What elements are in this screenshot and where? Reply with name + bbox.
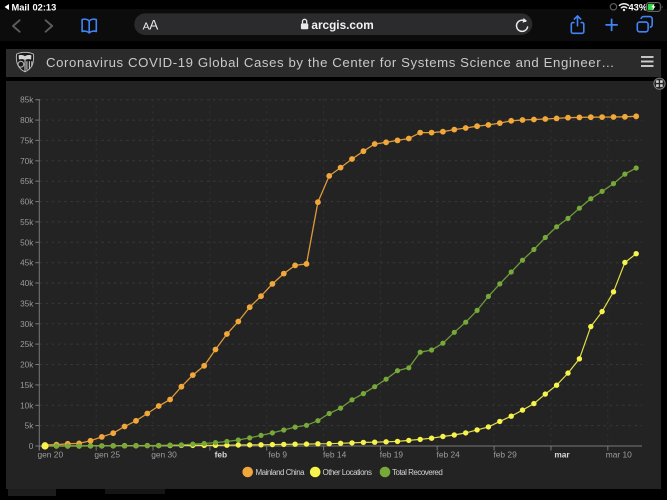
svg-text:gen 20: gen 20 — [37, 450, 63, 460]
svg-text:45k: 45k — [20, 259, 34, 268]
svg-text:Mail: Mail — [12, 2, 30, 12]
svg-text:15k: 15k — [20, 381, 34, 390]
svg-text:55k: 55k — [20, 218, 34, 227]
svg-text:02:13: 02:13 — [33, 2, 57, 12]
svg-text:feb 24: feb 24 — [437, 450, 461, 460]
svg-text:Mainland China: Mainland China — [256, 468, 306, 477]
svg-text:80k: 80k — [20, 116, 34, 125]
svg-text:10k: 10k — [20, 401, 34, 410]
svg-text:85k: 85k — [20, 96, 34, 105]
svg-text:mar 10: mar 10 — [606, 450, 632, 460]
svg-text:35k: 35k — [20, 299, 34, 308]
svg-text:25k: 25k — [20, 340, 34, 349]
svg-text:43%: 43% — [629, 3, 648, 13]
svg-text:feb 19: feb 19 — [380, 450, 404, 460]
svg-text:30k: 30k — [20, 320, 34, 329]
svg-text:gen 30: gen 30 — [151, 450, 177, 460]
svg-text:75k: 75k — [20, 136, 34, 145]
svg-text:0: 0 — [29, 442, 34, 451]
svg-text:arcgis.com: arcgis.com — [311, 18, 373, 32]
svg-text:feb 9: feb 9 — [268, 450, 287, 460]
svg-text:20k: 20k — [20, 361, 34, 370]
svg-text:Coronavirus COVID-19 Global Ca: Coronavirus COVID-19 Global Cases by the… — [46, 55, 615, 70]
svg-text:mar: mar — [554, 450, 570, 460]
svg-text:50k: 50k — [20, 238, 34, 247]
svg-text:70k: 70k — [20, 157, 34, 166]
svg-text:60k: 60k — [20, 198, 34, 207]
svg-text:feb: feb — [215, 450, 228, 460]
svg-text:A: A — [143, 20, 150, 32]
svg-text:A: A — [149, 18, 158, 33]
svg-text:Total Recovered: Total Recovered — [392, 468, 442, 477]
svg-text:feb 14: feb 14 — [323, 450, 347, 460]
svg-text:Other Locations: Other Locations — [323, 468, 372, 477]
svg-text:65k: 65k — [20, 177, 34, 186]
svg-text:gen 25: gen 25 — [94, 450, 120, 460]
svg-text:5k: 5k — [25, 422, 35, 431]
svg-text:feb 29: feb 29 — [493, 450, 517, 460]
svg-text:40k: 40k — [20, 279, 34, 288]
